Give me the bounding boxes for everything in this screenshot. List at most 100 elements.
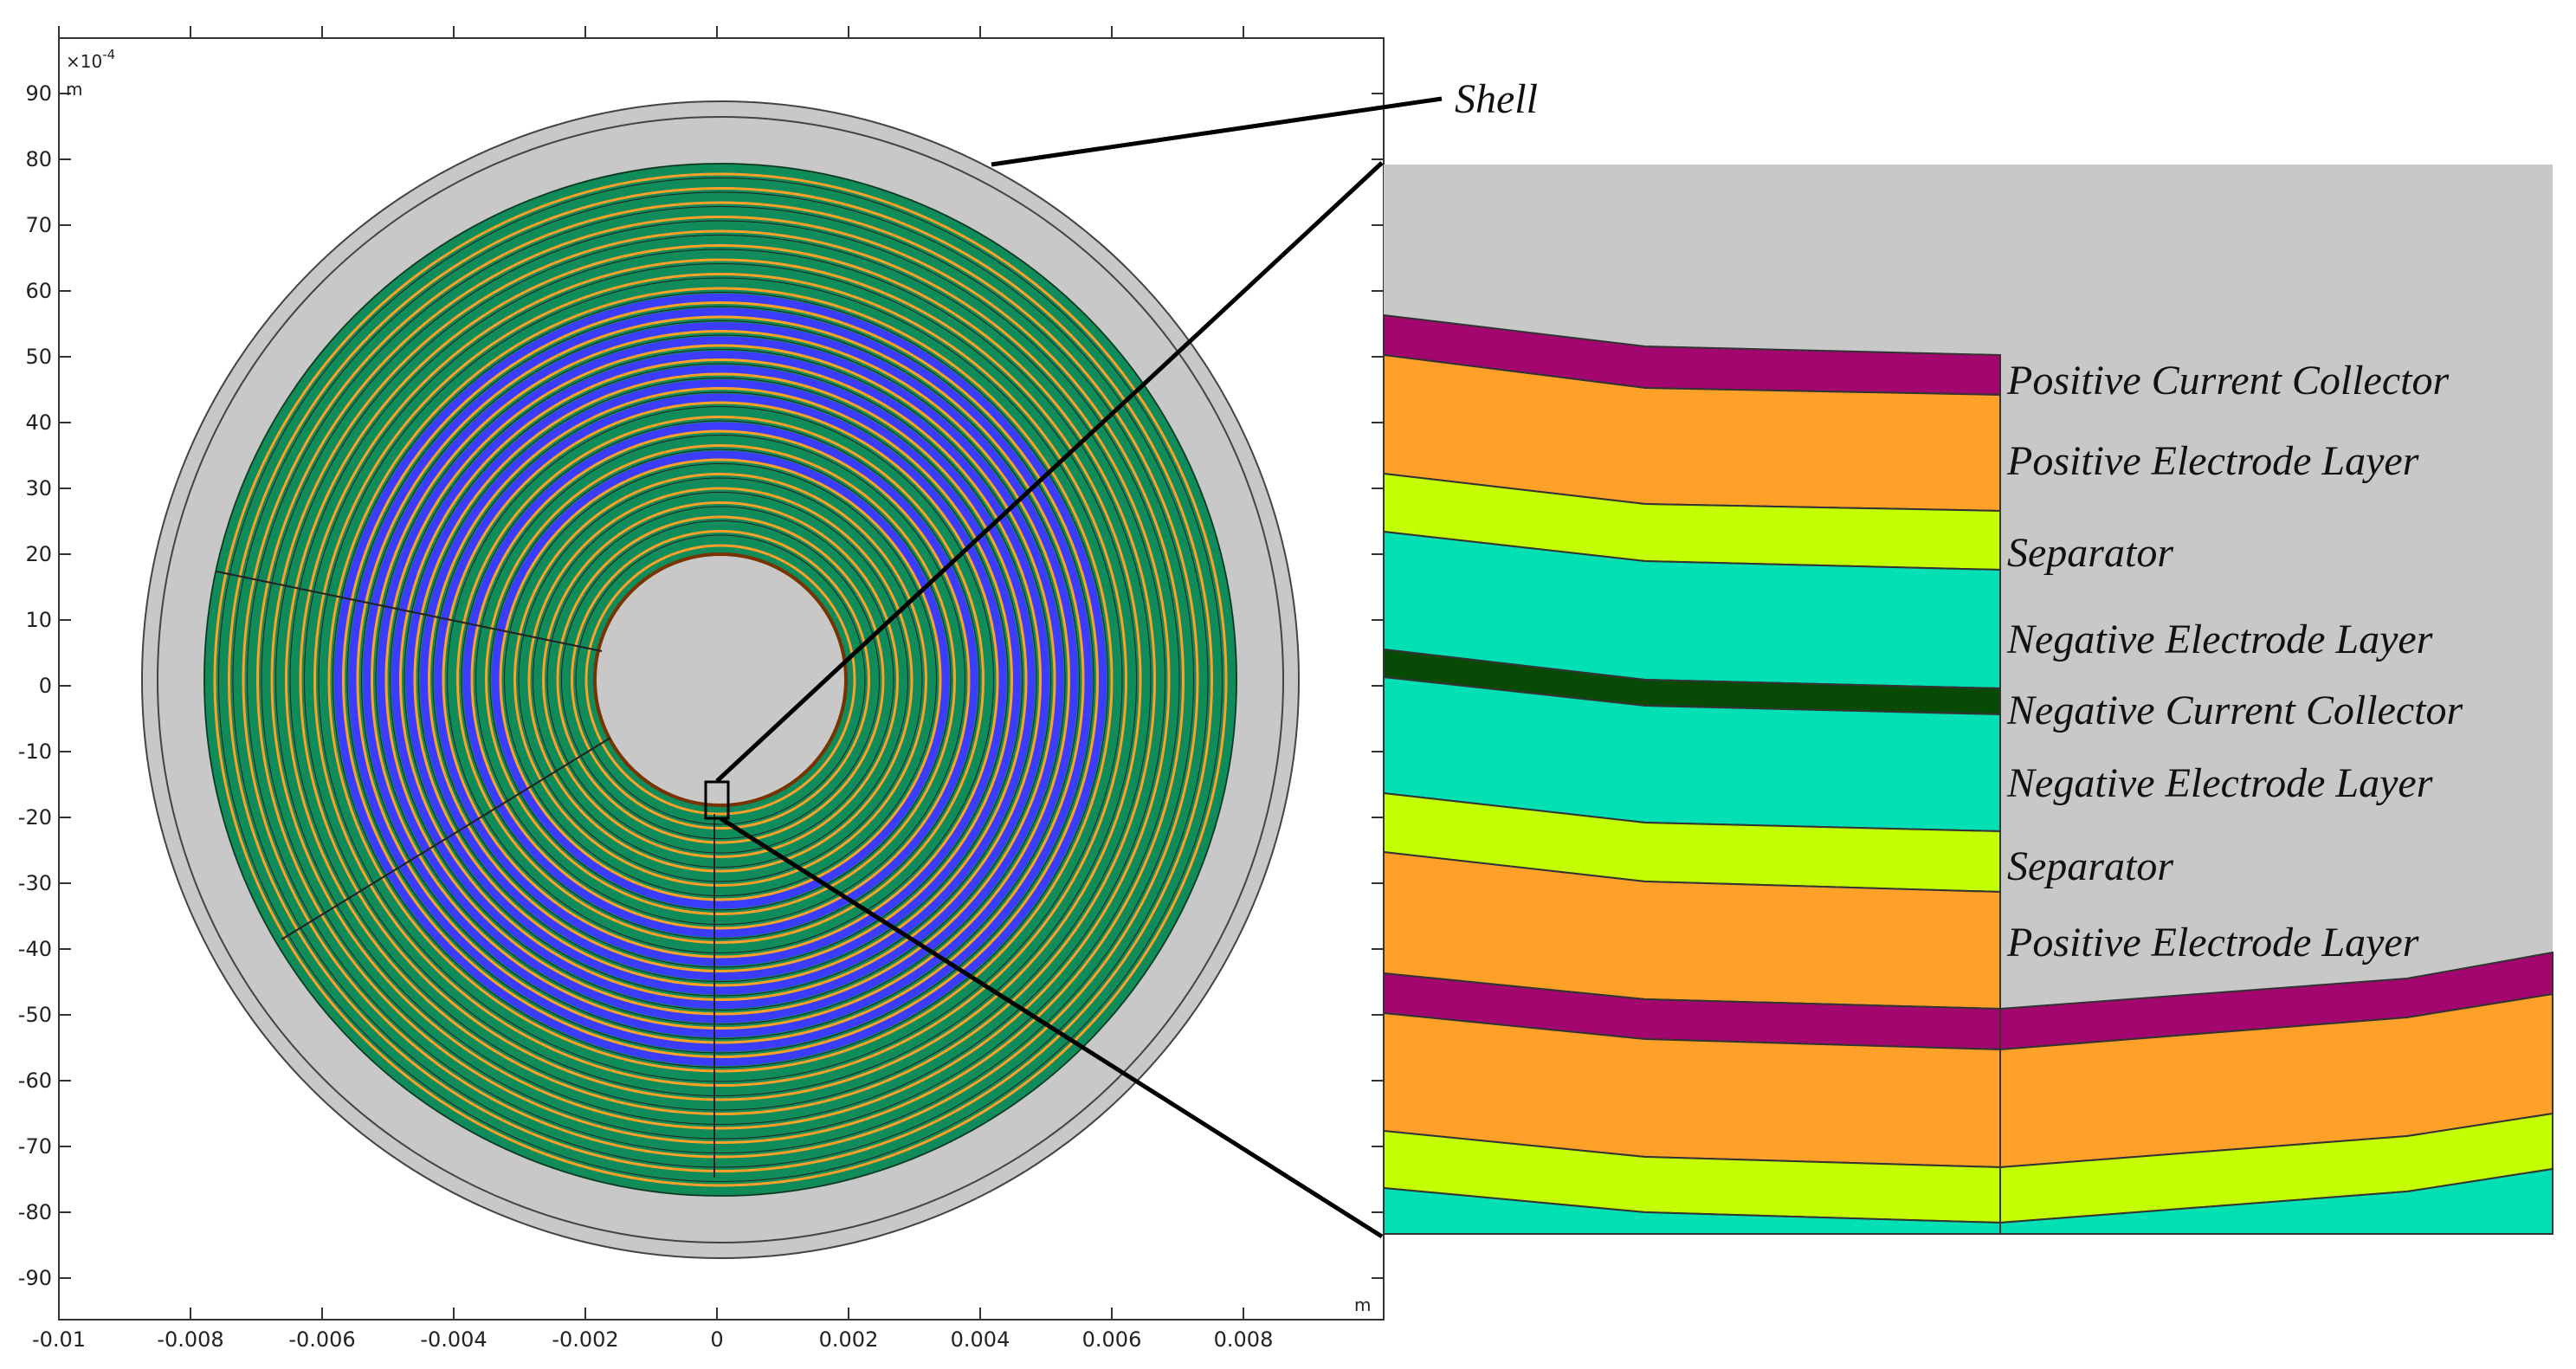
spiral-cathode-line [342, 301, 1099, 1058]
spiral-separator-line [518, 477, 923, 882]
zoom-region-box [704, 780, 730, 820]
detail-negative-electrode [1383, 1167, 2553, 1235]
spiral-cathode-line [270, 229, 1171, 1130]
y-tick-label: 30 [25, 476, 52, 500]
layer-label-positive-electrode: Positive Electrode Layer [2006, 920, 2419, 965]
spiral-electrode-band [306, 265, 1135, 1095]
spiral-separator-line [390, 349, 1051, 1011]
spiral-cathode-line [428, 387, 1013, 972]
spiral-separator-line [346, 306, 1094, 1054]
spiral-cathode-line [470, 429, 971, 930]
y-tick-label: 50 [25, 345, 52, 369]
x-unit-label: m [1354, 1295, 1371, 1315]
x-axis: -0.01 -0.008 -0.006 -0.004 -0.002 0 0.002 0.004… [32, 26, 1273, 1352]
spiral-separator-line [404, 363, 1037, 997]
x-tick-label: 0 [710, 1327, 723, 1352]
spiral-electrode-band [291, 250, 1150, 1109]
spiral-separator-line [375, 334, 1066, 1025]
detail-layer-stack [1383, 313, 2553, 1235]
spiral-cathode-line [442, 401, 999, 959]
spiral-separator-line [461, 420, 980, 940]
spiral-separator-line [218, 178, 1223, 1182]
y-tick-label: -40 [18, 937, 52, 961]
y-tick-label: 10 [25, 608, 52, 632]
spiral-separator-line [304, 263, 1137, 1096]
spiral-separator-line [318, 277, 1123, 1082]
spiral-separator-line [546, 506, 894, 854]
layer-label-negative-current-collector: Negative Current Collector [2006, 688, 2463, 733]
spiral-electrode-band [563, 522, 878, 837]
spiral-cathode-line [542, 501, 899, 858]
spiral-electrode-band [434, 393, 1007, 966]
layer-label-positive-electrode: Positive Electrode Layer [2006, 438, 2419, 484]
spiral-electrode-band [220, 179, 1221, 1180]
spiral-electrode-band [377, 336, 1064, 1024]
spiral-cathode-line [285, 244, 1156, 1115]
cell-cross-section [141, 100, 1300, 1259]
spiral-seam-line [281, 737, 611, 940]
x-tick-label: 0.002 [819, 1327, 879, 1352]
spiral-separator-line [489, 449, 952, 911]
spiral-separator-line [504, 463, 937, 896]
layer-labels: Positive Current Collector Positive Elec… [2006, 358, 2463, 965]
spiral-electrode-band [334, 294, 1107, 1066]
spiral-electrode-band [234, 193, 1207, 1166]
spiral-electrode-band [548, 507, 893, 852]
spiral-electrode-band [249, 208, 1192, 1152]
y-tick-label: -60 [18, 1069, 52, 1093]
y-tick-label: -30 [18, 871, 52, 895]
spiral-cathode-line [571, 530, 870, 830]
spiral-separator-line [361, 320, 1080, 1039]
x-tick-label: 0.006 [1082, 1327, 1142, 1352]
layer-label-negative-electrode: Negative Electrode Layer [2006, 760, 2433, 806]
spiral-cathode-line [413, 372, 1028, 987]
zoom-detail-panel [1383, 165, 2553, 1235]
spiral-cathode-line [213, 172, 1228, 1187]
zoom-connector-bottom [719, 816, 1384, 1239]
x-tick-label: 0.008 [1214, 1327, 1274, 1352]
y-tick-label: 80 [25, 147, 52, 171]
shell-leader-line [991, 96, 1443, 167]
spiral-seam-line [216, 571, 603, 652]
spiral-electrode-band [520, 479, 921, 881]
spiral-cathode-line [256, 216, 1185, 1144]
spiral-cathode-line [399, 358, 1042, 1001]
layer-label-negative-electrode: Negative Electrode Layer [2006, 617, 2433, 662]
spiral-separator-line [575, 534, 866, 825]
spiral-cathode-line [242, 201, 1199, 1159]
layer-label-positive-current-collector: Positive Current Collector [2006, 358, 2449, 404]
spiral-separator-line [232, 191, 1209, 1168]
layer-label-separator: Separator [2007, 530, 2173, 576]
spiral-electrode-band [420, 379, 1021, 980]
spiral-cathode-line [228, 187, 1213, 1172]
shell-inner-edge [157, 116, 1284, 1243]
y-tick-label: -90 [18, 1266, 52, 1290]
spiral-electrode-band [320, 279, 1121, 1081]
spiral-separator-line [447, 406, 994, 953]
y-tick-label: 20 [25, 542, 52, 566]
zoom-connector-top [715, 161, 1384, 783]
spiral-electrode-band [391, 351, 1049, 1009]
y-unit-label: m [66, 79, 82, 100]
spiral-cathode-line [499, 458, 942, 901]
x-tick-label: -0.006 [288, 1327, 355, 1352]
spiral-cathode-line [513, 473, 927, 887]
y-tick-label: -50 [18, 1003, 52, 1027]
spiral-separator-line [275, 235, 1165, 1125]
x-tick-label: -0.01 [32, 1327, 86, 1352]
y-tick-label: 90 [25, 81, 52, 106]
spiral-separator-line [332, 292, 1108, 1068]
spiral-cathode-line [527, 487, 914, 873]
y-tick-label: -20 [18, 805, 52, 830]
x-tick-label: -0.002 [552, 1327, 618, 1352]
y-tick-label: -70 [18, 1134, 52, 1159]
spiral-electrode-band [462, 422, 978, 938]
spiral-cathode-line [313, 273, 1127, 1087]
x-tick-label: -0.004 [420, 1327, 487, 1352]
spiral-separator-line [203, 163, 1237, 1197]
spiral-cathode-line [356, 315, 1085, 1044]
x-tick-label: -0.008 [157, 1327, 223, 1352]
spiral-separator-line [289, 249, 1152, 1111]
spiral-electrode-band [348, 307, 1093, 1052]
